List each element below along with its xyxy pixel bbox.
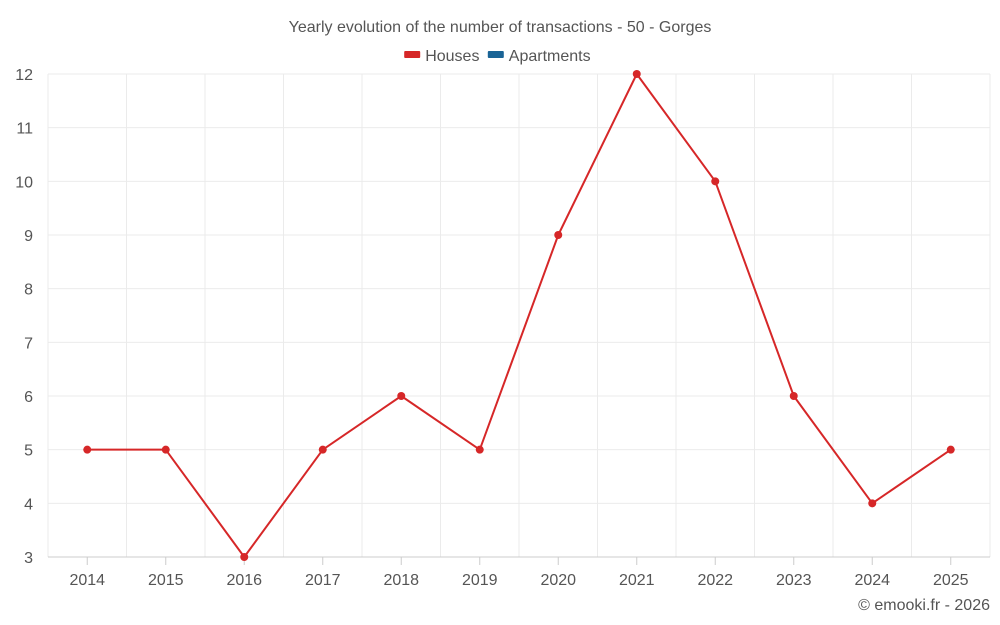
legend-item-apartments[interactable]: Apartments bbox=[487, 48, 591, 65]
legend-label: Houses bbox=[425, 48, 479, 65]
x-tick-label: 2025 bbox=[933, 572, 969, 589]
y-tick-label: 8 bbox=[24, 282, 33, 299]
legend-swatch bbox=[404, 51, 421, 58]
x-gridlines bbox=[47, 74, 991, 557]
y-tick-label: 11 bbox=[16, 121, 33, 138]
x-tick-label: 2023 bbox=[776, 572, 812, 589]
legend-swatch bbox=[487, 51, 504, 58]
data-point-2017[interactable] bbox=[318, 445, 327, 454]
y-tick-label: 10 bbox=[15, 174, 33, 191]
y-tick-label: 5 bbox=[24, 443, 33, 460]
credit-text: © emooki.fr - 2026 bbox=[858, 597, 990, 614]
legend-item-houses[interactable]: Houses bbox=[404, 48, 479, 65]
series-layer bbox=[83, 70, 955, 561]
y-tick-label: 7 bbox=[24, 335, 33, 352]
x-tick-label: 2015 bbox=[148, 572, 184, 589]
y-tick-label: 3 bbox=[24, 550, 33, 567]
data-point-2022[interactable] bbox=[711, 177, 720, 186]
data-point-2015[interactable] bbox=[161, 445, 170, 454]
data-point-2014[interactable] bbox=[83, 445, 92, 454]
data-point-2021[interactable] bbox=[632, 70, 641, 78]
y-axis-ticks: 3 4 5 6 7 8 9 10 11 12 bbox=[15, 67, 33, 567]
x-tick-label: 2019 bbox=[462, 572, 498, 589]
x-tick-label: 2018 bbox=[383, 572, 419, 589]
data-point-2016[interactable] bbox=[240, 553, 249, 561]
x-axis-ticks: 2014 2015 2016 2017 2018 2019 2020 2021 2022 2023… bbox=[69, 557, 969, 589]
data-point-2018[interactable] bbox=[397, 392, 406, 400]
data-point-2020[interactable] bbox=[554, 231, 563, 239]
data-point-2019[interactable] bbox=[475, 445, 484, 454]
y-tick-label: 9 bbox=[24, 228, 33, 245]
x-tick-label: 2014 bbox=[69, 572, 105, 589]
x-tick-label: 2016 bbox=[226, 572, 262, 589]
y-tick-label: 6 bbox=[24, 389, 33, 406]
chart-title: Yearly evolution of the number of transa… bbox=[289, 19, 712, 36]
x-tick-label: 2017 bbox=[305, 572, 341, 589]
x-tick-label: 2024 bbox=[854, 572, 890, 589]
series-line-houses bbox=[87, 73, 952, 558]
y-tick-label: 4 bbox=[24, 496, 33, 513]
x-tick-label: 2022 bbox=[697, 572, 733, 589]
data-point-2024[interactable] bbox=[868, 499, 877, 508]
x-tick-label: 2020 bbox=[540, 572, 576, 589]
data-point-2025[interactable] bbox=[946, 445, 955, 454]
legend: Houses Apartments bbox=[404, 48, 591, 65]
legend-label: Apartments bbox=[509, 48, 591, 65]
x-tick-label: 2021 bbox=[619, 572, 655, 589]
y-tick-label: 12 bbox=[15, 67, 33, 84]
data-point-2023[interactable] bbox=[789, 392, 798, 400]
